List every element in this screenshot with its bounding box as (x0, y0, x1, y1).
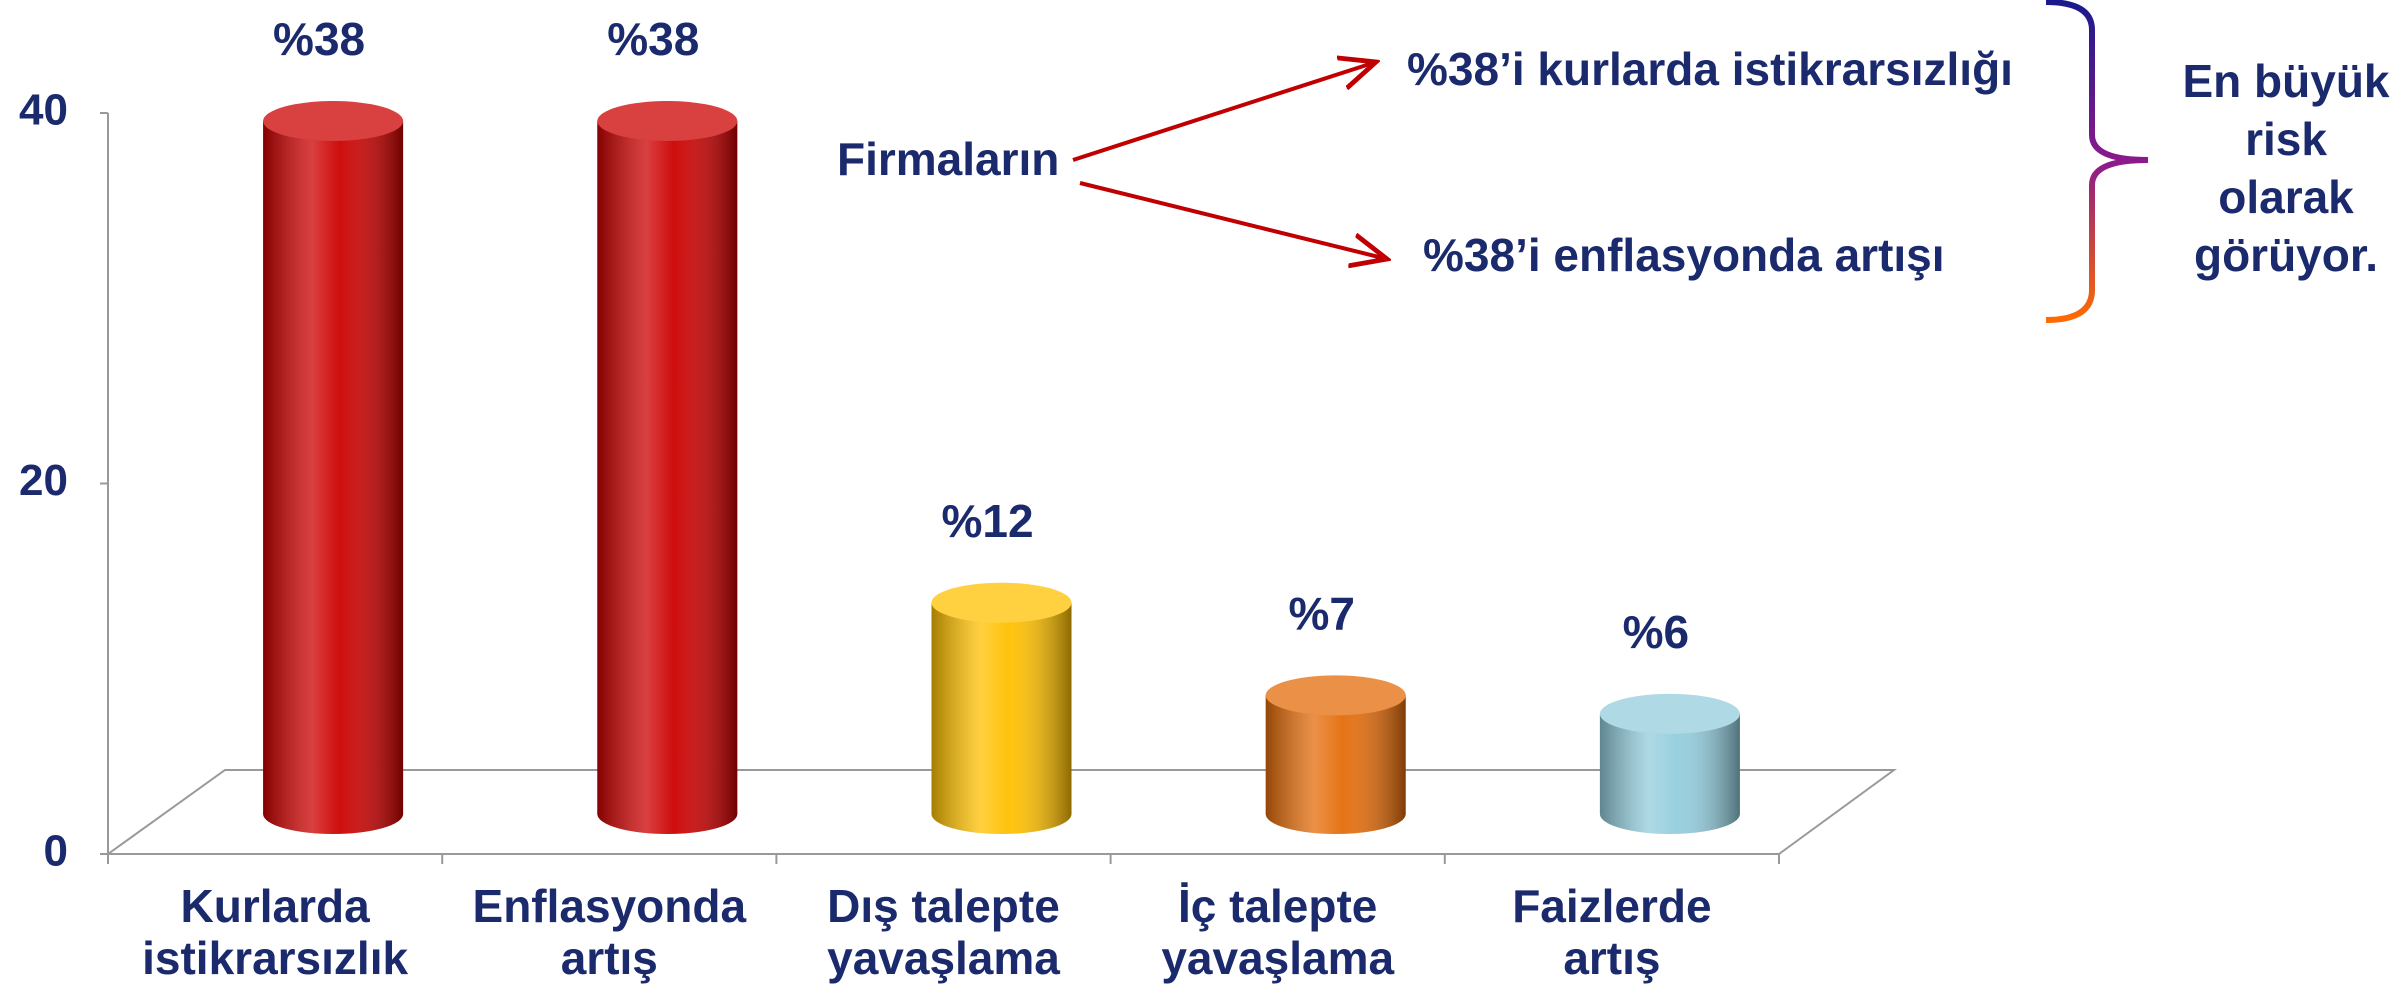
bar (597, 101, 738, 834)
bar (263, 101, 404, 834)
annotation-conclusion: En büyük risk olarak görüyor. (2182, 55, 2389, 281)
x-tick-label-line: yavaşlama (1161, 932, 1394, 984)
bar (1265, 675, 1406, 834)
bar-body-shade (931, 602, 1072, 814)
y-tick-label: 20 (19, 456, 68, 505)
bar-top (1265, 675, 1406, 716)
bar-top (1599, 693, 1740, 734)
value-label: %7 (1288, 587, 1354, 639)
value-label: %38 (273, 13, 365, 65)
annotation-subject: Firmaların (837, 133, 1059, 185)
conclusion-line: risk (2245, 113, 2327, 165)
x-tick-label-line: Enflasyonda (473, 880, 747, 932)
x-tick-label-line: Dış talepte (827, 880, 1060, 932)
x-tick-label-line: yavaşlama (827, 932, 1060, 984)
x-tick-label: Dış talepte yavaşlama (827, 880, 1060, 984)
bar-body-shade (597, 121, 738, 815)
value-label: %12 (941, 495, 1033, 547)
x-tick-label: Enflasyonda artış (473, 880, 747, 984)
conclusion-line: En büyük (2182, 55, 2389, 107)
x-tick-label-line: artış (561, 932, 658, 984)
y-tick-label: 40 (19, 86, 68, 135)
bar-top-highlight (1599, 693, 1740, 734)
arrow (1079, 181, 1387, 259)
x-tick-label: Kurlarda istikrarsızlık (142, 880, 408, 984)
x-tick-label-line: istikrarsızlık (142, 932, 408, 984)
bar-top-highlight (931, 582, 1072, 623)
y-tick-label: 0 (44, 827, 68, 876)
x-tick-label-line: Faizlerde (1512, 880, 1711, 932)
bar-top (597, 101, 738, 142)
bar-body-shade (263, 121, 404, 815)
bar-top-highlight (263, 101, 404, 142)
bar (1599, 693, 1740, 834)
x-tick-label-line: Kurlarda (181, 880, 371, 932)
arrow (1072, 62, 1376, 162)
bar-top (931, 582, 1072, 623)
annotation-item: %38’i kurlarda istikrarsızlığı (1407, 43, 2013, 95)
conclusion-line: görüyor. (2194, 229, 2378, 281)
annotation-item: %38’i enflasyonda artışı (1423, 229, 1945, 281)
bar-top (263, 101, 404, 142)
x-tick-label: İç talepte yavaşlama (1161, 880, 1394, 984)
value-label: %38 (607, 13, 699, 65)
conclusion-line: olarak (2218, 171, 2354, 223)
x-tick-label: Faizlerde artış (1512, 880, 1711, 984)
x-tick-label-line: artış (1563, 932, 1660, 984)
brace (2045, 0, 2149, 323)
bar (931, 582, 1072, 834)
bar-top-highlight (597, 101, 738, 142)
x-tick-label-line: İç talepte (1178, 880, 1377, 932)
bar-top-highlight (1265, 675, 1406, 716)
value-label: %6 (1623, 606, 1689, 658)
